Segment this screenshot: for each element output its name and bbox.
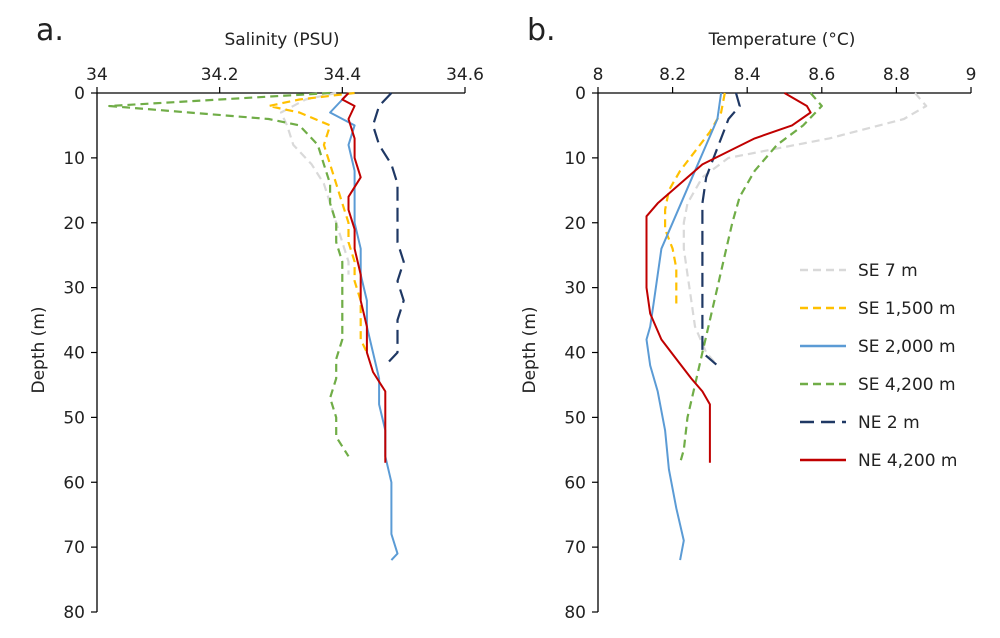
depth-y-tick-label: 30	[63, 279, 85, 299]
temperature-x-tick-label: 8.8	[883, 65, 910, 85]
depth-y-tick-label: 50	[63, 408, 85, 428]
depth-y-tick-label: 70	[564, 538, 586, 558]
salinity-x-tick-label: 34	[86, 65, 108, 85]
legend-label: NE 2 m	[858, 413, 920, 433]
temperature-x-ticks: 8 8.2 8.4 8.6 8.8 9	[593, 65, 977, 93]
depth-y-tick-label: 20	[63, 214, 85, 234]
salinity-series-ne-2-m	[371, 92, 405, 367]
salinity-series-se-2-000-m	[329, 92, 399, 561]
temperature-series-se-2-000-m	[645, 92, 723, 561]
temperature-x-tick-label: 9	[966, 65, 977, 85]
salinity-series-ne-4-200-m	[341, 92, 387, 463]
depth-y-tick-label: 80	[564, 603, 586, 623]
temperature-series-se-1-500-m	[663, 92, 726, 308]
salinity-x-ticks: 34 34.2 34.4 34.6	[86, 65, 484, 93]
depth-y-ticks-b: 0 10 20 30 40 50 60 70 80	[564, 84, 598, 623]
legend-label: NE 4,200 m	[858, 451, 958, 471]
panel-b-label: b.	[527, 13, 556, 48]
depth-y-tick-label: 50	[564, 408, 586, 428]
depth-y-tick-label: 20	[564, 214, 586, 234]
salinity-series-se-1-500-m	[267, 91, 368, 353]
depth-y-tick-label: 60	[564, 473, 586, 493]
salinity-x-tick-label: 34.2	[201, 65, 239, 85]
legend-label: SE 4,200 m	[858, 375, 956, 395]
depth-y-tick-label: 80	[63, 603, 85, 623]
salinity-x-tick-label: 34.4	[323, 65, 361, 85]
salinity-panel: a. Salinity (PSU) Depth (m) 34 34.2 34.4 34…	[29, 13, 484, 623]
depth-y-tick-label: 40	[63, 344, 85, 364]
legend: SE 7 m SE 1,500 m SE 2,000 m SE 4,200 m NE 2…	[800, 261, 958, 471]
depth-y-tick-label: 0	[74, 84, 85, 104]
depth-y-tick-label: 70	[63, 538, 85, 558]
temperature-series-ne-2-m	[701, 92, 741, 367]
salinity-x-tick-label: 34.6	[446, 65, 484, 85]
temperature-series	[645, 92, 928, 561]
panel-a-label: a.	[36, 13, 64, 48]
temperature-x-tick-label: 8.6	[808, 65, 835, 85]
legend-label: SE 7 m	[858, 261, 918, 281]
temperature-x-tick-label: 8.4	[734, 65, 761, 85]
temperature-series-ne-4-200-m	[645, 92, 812, 463]
temperature-panel: b. Temperature (°C) Depth (m) 8 8.2 8.4 8.6…	[520, 13, 976, 623]
legend-label: SE 2,000 m	[858, 337, 956, 357]
temperature-x-tick-label: 8.2	[659, 65, 686, 85]
temperature-series-se-7-m	[682, 92, 928, 367]
depth-y-tick-label: 40	[564, 344, 586, 364]
temperature-axis-title: Temperature (°C)	[708, 30, 856, 50]
depth-y-ticks-a: 0 10 20 30 40 50 60 70 80	[63, 84, 97, 623]
temperature-x-tick-label: 8	[593, 65, 604, 85]
salinity-series	[108, 91, 405, 561]
salinity-series-se-7-m	[279, 91, 350, 275]
salinity-series-se-4-200-m	[108, 91, 350, 457]
depth-y-tick-label: 60	[63, 473, 85, 493]
legend-label: SE 1,500 m	[858, 299, 956, 319]
depth-axis-title-a: Depth (m)	[29, 306, 49, 393]
depth-y-tick-label: 30	[564, 279, 586, 299]
depth-y-tick-label: 0	[575, 84, 586, 104]
depth-axis-title-b: Depth (m)	[520, 306, 540, 393]
depth-y-tick-label: 10	[63, 149, 85, 169]
depth-y-tick-label: 10	[564, 149, 586, 169]
temperature-series-se-4-200-m	[679, 92, 823, 464]
salinity-axis-title: Salinity (PSU)	[224, 30, 339, 50]
